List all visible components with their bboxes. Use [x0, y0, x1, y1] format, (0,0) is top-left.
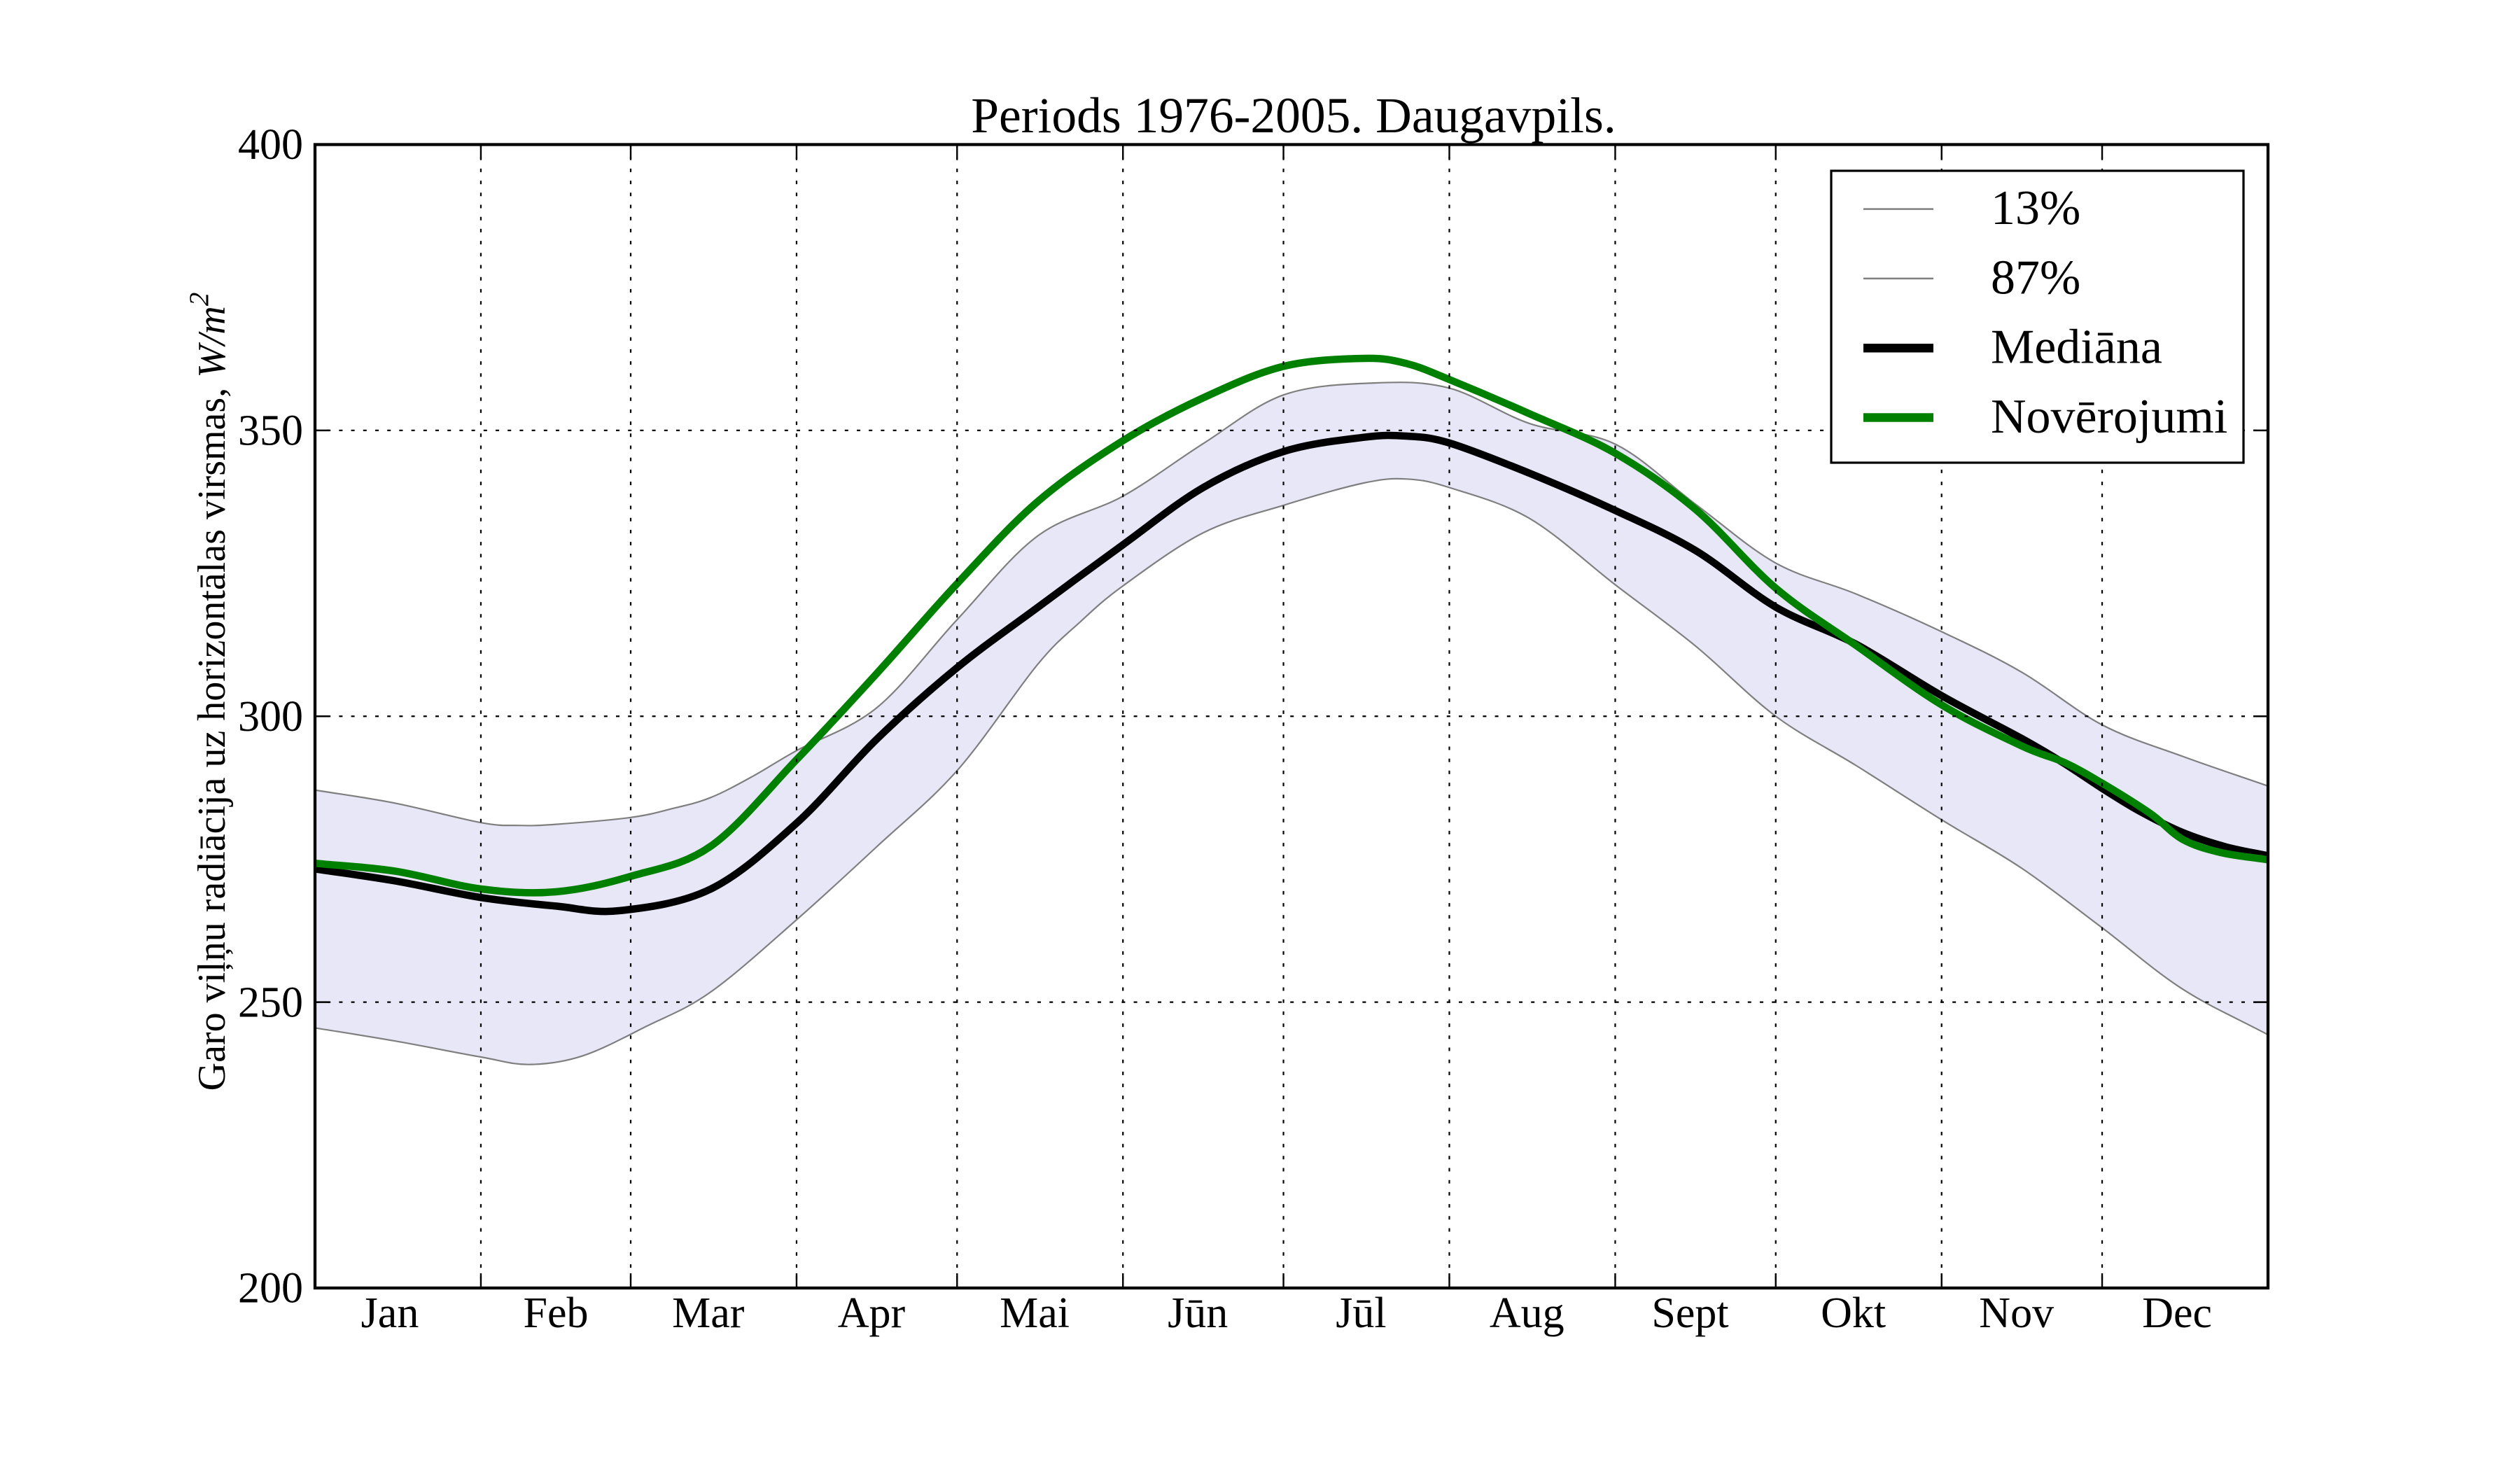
svg-text:Mai: Mai: [1000, 1289, 1070, 1337]
svg-text:400: 400: [238, 121, 303, 169]
svg-text:Garo viļņu radiācija uz horizo: Garo viļņu radiācija uz horizontālas vir…: [184, 293, 234, 1091]
svg-text:Jūn: Jūn: [1168, 1289, 1228, 1337]
svg-text:Mar: Mar: [672, 1289, 745, 1337]
svg-text:Sept: Sept: [1651, 1289, 1728, 1337]
svg-text:300: 300: [238, 693, 303, 741]
svg-text:13%: 13%: [1991, 181, 2080, 235]
svg-text:Dec: Dec: [2142, 1289, 2212, 1337]
svg-text:Aug: Aug: [1490, 1289, 1564, 1337]
svg-text:350: 350: [238, 407, 303, 455]
svg-text:87%: 87%: [1991, 251, 2080, 304]
svg-text:Apr: Apr: [838, 1289, 906, 1337]
svg-text:Okt: Okt: [1821, 1289, 1886, 1337]
svg-text:Jūl: Jūl: [1336, 1289, 1386, 1337]
svg-text:200: 200: [238, 1265, 303, 1312]
svg-text:Periods 1976-2005. Daugavpils.: Periods 1976-2005. Daugavpils.: [971, 88, 1616, 144]
svg-text:Feb: Feb: [524, 1289, 589, 1337]
svg-text:Jan: Jan: [361, 1289, 419, 1337]
svg-text:250: 250: [238, 979, 303, 1026]
svg-text:Nov: Nov: [1979, 1289, 2054, 1337]
svg-text:Mediāna: Mediāna: [1991, 321, 2162, 374]
svg-text:Novērojumi: Novērojumi: [1991, 390, 2227, 444]
